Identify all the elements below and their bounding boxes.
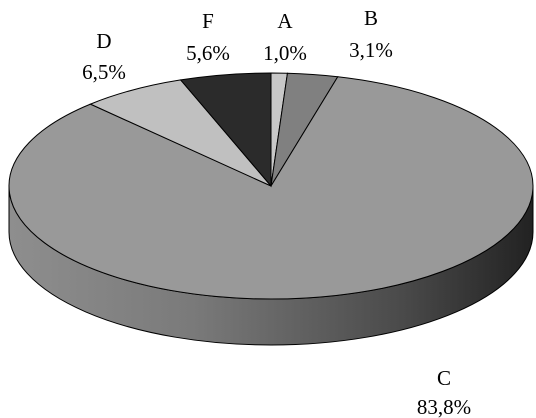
slice-label-d-name: D: [96, 29, 111, 53]
slice-label-b-value: 3,1%: [349, 38, 393, 62]
slice-label-b-name: B: [364, 6, 378, 30]
slice-label-c-value: 83,8%: [417, 395, 471, 418]
pie-top: [8, 72, 534, 300]
slice-label-c-name: C: [437, 366, 451, 390]
slice-label-f-value: 5,6%: [186, 41, 230, 65]
pie-slice-f: [179, 72, 272, 188]
slice-label-a-value: 1,0%: [263, 41, 307, 65]
slice-label-d-value: 6,5%: [82, 60, 126, 84]
pie-slice-c: [8, 76, 534, 300]
slice-label-f-name: F: [202, 9, 214, 33]
slice-label-a-name: A: [277, 9, 293, 33]
